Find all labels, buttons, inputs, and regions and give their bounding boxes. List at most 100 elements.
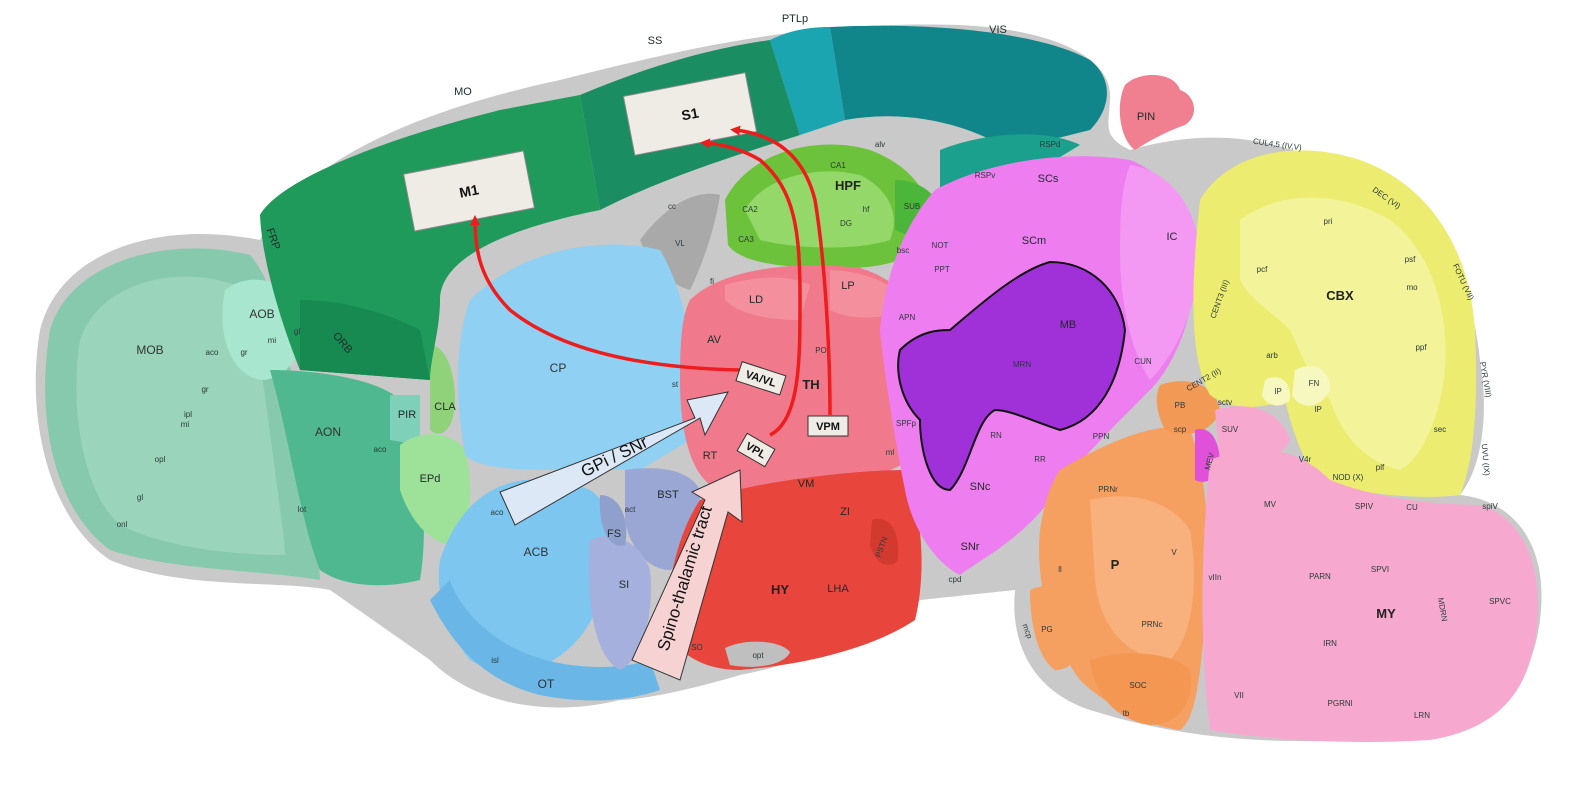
region-pb bbox=[1156, 381, 1220, 434]
label-cc: cc bbox=[668, 202, 676, 211]
label-mb: MB bbox=[1060, 319, 1077, 331]
label-sub: SUB bbox=[904, 202, 920, 211]
label-pin: PIN bbox=[1137, 111, 1155, 123]
label-not: NOT bbox=[932, 241, 949, 250]
label-pir: PIR bbox=[398, 409, 416, 421]
vpm-box: VPM bbox=[807, 415, 849, 437]
label-pgrnl: PGRNl bbox=[1328, 699, 1353, 708]
label-cpd: cpd bbox=[949, 575, 962, 584]
label-mo-cb: mo bbox=[1406, 283, 1418, 292]
label-rspv: RSPv bbox=[975, 171, 995, 180]
label-ca1: CA1 bbox=[830, 161, 846, 170]
label-p: P bbox=[1111, 557, 1120, 572]
label-opl: opl bbox=[155, 455, 166, 464]
region-acb bbox=[438, 479, 614, 672]
label-ld: LD bbox=[749, 294, 763, 306]
label-pcf: pcf bbox=[1257, 265, 1268, 274]
arrow-vpl-to-s1 bbox=[700, 138, 802, 437]
label-ip-2: IP bbox=[1314, 405, 1322, 414]
label-suv: SUV bbox=[1222, 425, 1239, 434]
label-scs: SCs bbox=[1038, 173, 1059, 185]
label-ppt: PPT bbox=[934, 265, 950, 274]
label-ca3: CA3 bbox=[738, 235, 754, 244]
label-rr: RR bbox=[1034, 455, 1046, 464]
label-si: SI bbox=[619, 579, 629, 591]
label-v: V bbox=[1171, 548, 1177, 557]
label-pri: pri bbox=[1324, 217, 1333, 226]
region-vis bbox=[830, 25, 1107, 151]
label-pg: PG bbox=[1041, 625, 1053, 634]
label-cla: CLA bbox=[434, 401, 456, 413]
label-po: PO bbox=[815, 346, 827, 355]
vpl-box: VPL bbox=[736, 432, 776, 468]
label-cbx: CBX bbox=[1326, 288, 1354, 303]
s1-box-label: S1 bbox=[680, 104, 700, 123]
label-ic: IC bbox=[1167, 231, 1178, 243]
m1-box-label: M1 bbox=[458, 181, 480, 200]
label-epd: EPd bbox=[420, 473, 441, 485]
label-cu: CU bbox=[1406, 503, 1418, 512]
label-fn: FN bbox=[1309, 379, 1320, 388]
label-arb: arb bbox=[1266, 351, 1278, 360]
label-mi-2: mi bbox=[181, 420, 190, 429]
label-th: TH bbox=[802, 377, 819, 392]
label-aco-1: aco bbox=[206, 348, 219, 357]
label-bsc: bsc bbox=[897, 246, 909, 255]
label-aco-2: aco bbox=[374, 445, 387, 454]
label-aob: AOB bbox=[249, 307, 274, 321]
region-soc bbox=[1090, 653, 1191, 725]
region-fn bbox=[1292, 366, 1330, 406]
label-irn: IRN bbox=[1323, 639, 1337, 648]
label-v4r: V4r bbox=[1299, 455, 1312, 464]
region-mrn bbox=[897, 260, 1127, 492]
va-vl-box: VA/VL bbox=[735, 361, 787, 396]
label-scm: SCm bbox=[1022, 235, 1046, 247]
label-ss: SS bbox=[648, 35, 663, 47]
region-ip bbox=[1262, 377, 1291, 406]
label-mrn: MRN bbox=[1013, 360, 1031, 369]
label-ppf: ppf bbox=[1415, 343, 1427, 352]
region-pir bbox=[390, 395, 420, 445]
label-st: st bbox=[672, 380, 679, 389]
label-lot: lot bbox=[298, 505, 307, 514]
region-pin bbox=[1119, 74, 1195, 150]
label-opt: opt bbox=[752, 651, 764, 660]
label-ip-1: IP bbox=[1274, 387, 1282, 396]
label-sec: sec bbox=[1434, 425, 1446, 434]
label-ptlp: PTLp bbox=[782, 13, 808, 25]
label-gr-2: gr bbox=[201, 385, 208, 394]
arrow-vpm-to-s1 bbox=[730, 125, 832, 416]
s1-box: S1 bbox=[622, 72, 758, 156]
label-cun: CUN bbox=[1134, 357, 1152, 366]
label-spvc: SPVC bbox=[1489, 597, 1511, 606]
label-act: act bbox=[625, 505, 636, 514]
label-mo: MO bbox=[454, 86, 472, 98]
label-spiv: SPIV bbox=[1355, 502, 1374, 511]
label-spiv-small: spiV bbox=[1482, 502, 1498, 511]
label-snr: SNr bbox=[961, 541, 980, 553]
region-orb bbox=[300, 300, 430, 380]
label-isl: isl bbox=[491, 656, 499, 665]
region-cp bbox=[458, 244, 694, 470]
region-suv bbox=[1215, 406, 1290, 464]
region-cbx-folia bbox=[1240, 197, 1446, 470]
region-ptlp bbox=[770, 27, 845, 135]
label-gl-1: gl bbox=[294, 327, 300, 336]
label-nod: NOD (X) bbox=[1333, 473, 1364, 482]
label-hy: HY bbox=[771, 582, 789, 597]
region-fs bbox=[599, 495, 627, 546]
region-cla bbox=[430, 345, 455, 434]
region-opt bbox=[725, 641, 790, 667]
region-pons-inner bbox=[1090, 496, 1194, 660]
label-mdrn: MDRN bbox=[1436, 597, 1449, 622]
region-epd bbox=[400, 434, 471, 545]
label-ll: ll bbox=[1058, 565, 1062, 574]
label-dg: DG bbox=[840, 219, 852, 228]
label-mv: MV bbox=[1264, 500, 1277, 509]
label-fs: FS bbox=[607, 528, 621, 540]
region-pstn bbox=[870, 519, 899, 565]
label-spvi: SPVI bbox=[1371, 565, 1389, 574]
label-my: MY bbox=[1376, 606, 1396, 621]
